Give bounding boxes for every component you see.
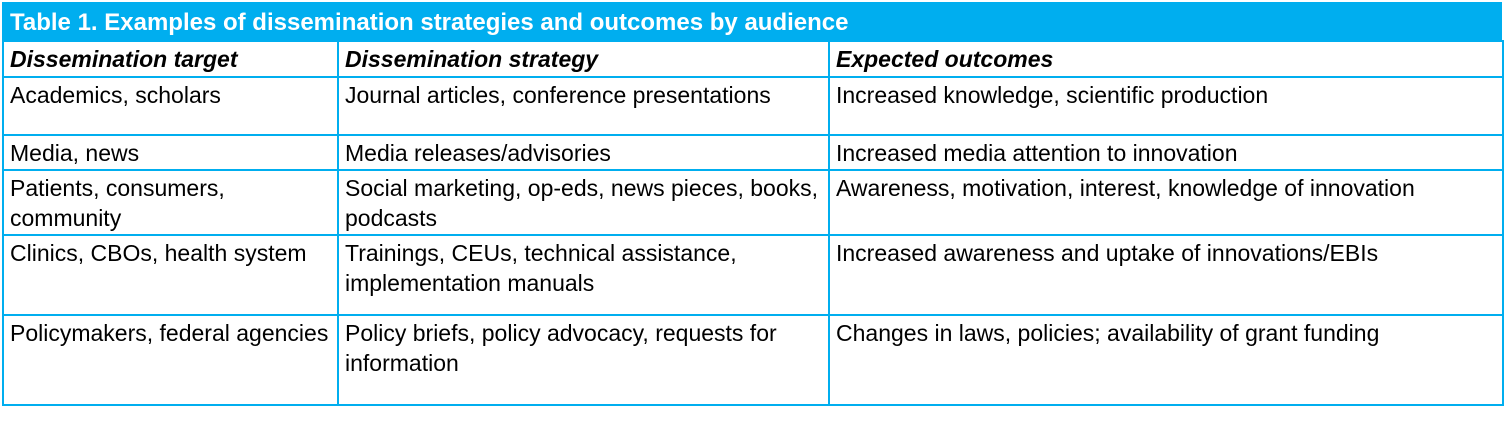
cell-outcomes: Increased media attention to innovation xyxy=(828,134,1504,171)
table-grid: Dissemination target Dissemination strat… xyxy=(2,40,1504,406)
cell-strategy: Policy briefs, policy advocacy, requests… xyxy=(337,314,830,406)
cell-strategy: Social marketing, op-eds, news pieces, b… xyxy=(337,169,830,236)
table-row: Academics, scholars Journal articles, co… xyxy=(2,76,1504,136)
cell-strategy: Journal articles, conference presentatio… xyxy=(337,76,830,136)
header-target: Dissemination target xyxy=(2,40,339,78)
table-title: Table 1. Examples of dissemination strat… xyxy=(2,2,1502,40)
table-row: Clinics, CBOs, health system Trainings, … xyxy=(2,234,1504,316)
header-outcomes: Expected outcomes xyxy=(828,40,1504,78)
table-row: Policymakers, federal agencies Policy br… xyxy=(2,314,1504,406)
cell-target: Clinics, CBOs, health system xyxy=(2,234,339,316)
cell-strategy: Trainings, CEUs, technical assistance, i… xyxy=(337,234,830,316)
header-strategy: Dissemination strategy xyxy=(337,40,830,78)
header-row: Dissemination target Dissemination strat… xyxy=(2,40,1504,78)
table-row: Patients, consumers, community Social ma… xyxy=(2,169,1504,236)
dissemination-table: Table 1. Examples of dissemination strat… xyxy=(2,2,1504,406)
cell-target: Policymakers, federal agencies xyxy=(2,314,339,406)
cell-outcomes: Increased knowledge, scientific producti… xyxy=(828,76,1504,136)
cell-target: Media, news xyxy=(2,134,339,171)
cell-outcomes: Awareness, motivation, interest, knowled… xyxy=(828,169,1504,236)
cell-strategy: Media releases/advisories xyxy=(337,134,830,171)
table-row: Media, news Media releases/advisories In… xyxy=(2,134,1504,171)
cell-target: Patients, consumers, community xyxy=(2,169,339,236)
cell-outcomes: Changes in laws, policies; availability … xyxy=(828,314,1504,406)
cell-target: Academics, scholars xyxy=(2,76,339,136)
cell-outcomes: Increased awareness and uptake of innova… xyxy=(828,234,1504,316)
